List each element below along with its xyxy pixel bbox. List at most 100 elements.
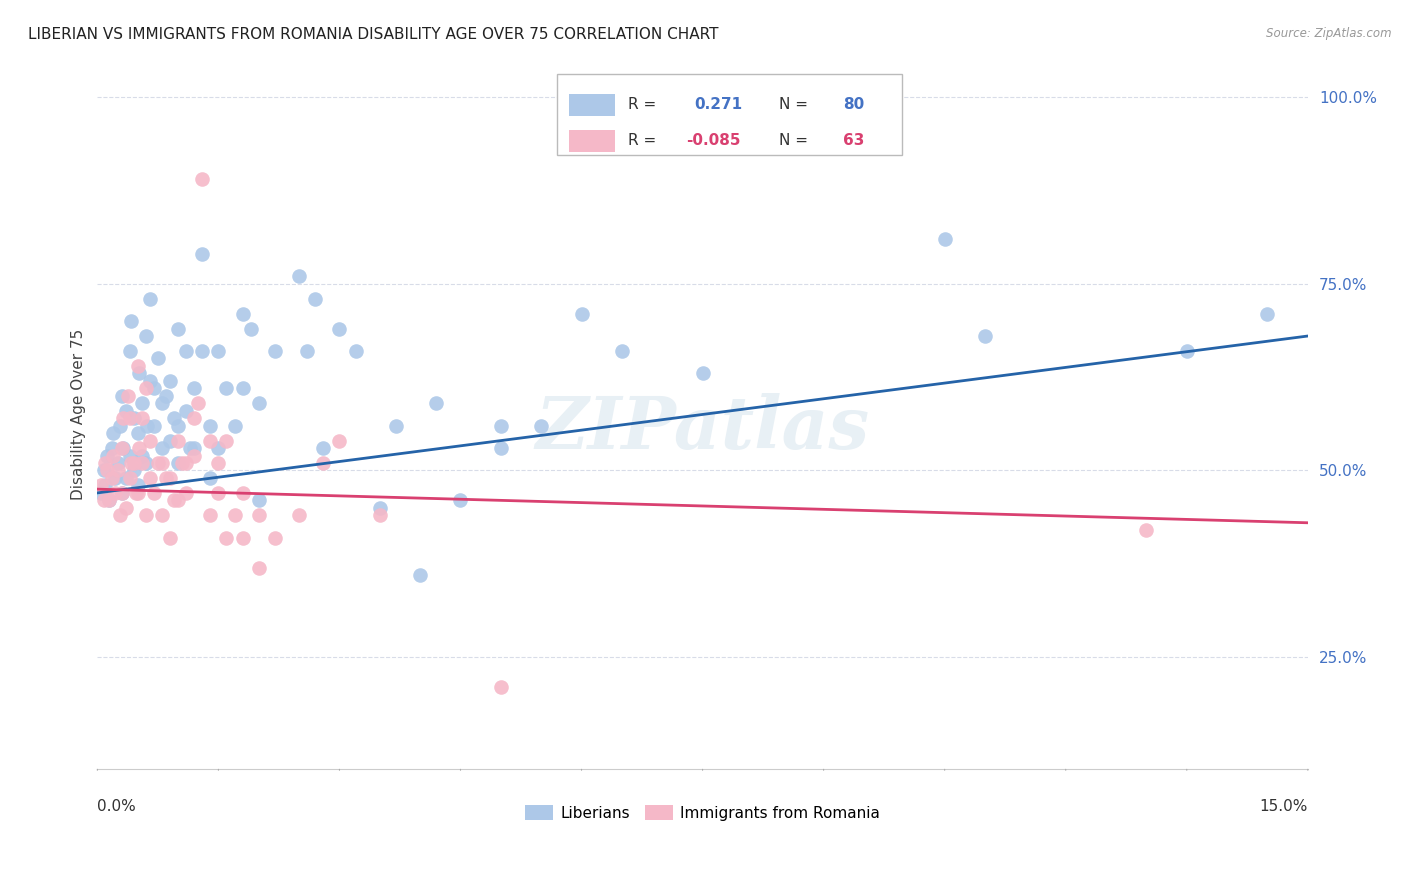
Point: [150, 456, 173, 470]
Point: [128, 367, 150, 381]
Point: [139, 292, 162, 306]
Point: [135, 456, 157, 470]
Point: [110, 486, 132, 500]
Point: [207, 456, 229, 470]
Point: [610, 343, 633, 358]
Point: [128, 441, 150, 455]
Point: [146, 351, 169, 366]
Point: [385, 418, 408, 433]
Point: [142, 381, 165, 395]
Text: R =: R =: [627, 133, 655, 148]
Point: [159, 434, 181, 448]
Point: [94, 478, 117, 492]
Point: [207, 441, 229, 455]
Point: [409, 568, 432, 582]
Point: [110, 441, 132, 455]
Point: [215, 381, 238, 395]
Point: [207, 486, 229, 500]
Point: [530, 418, 553, 433]
Point: [247, 560, 270, 574]
Point: [122, 456, 145, 470]
Point: [127, 478, 149, 492]
Point: [127, 426, 149, 441]
Point: [172, 456, 194, 470]
Point: [239, 321, 262, 335]
Text: R =: R =: [627, 97, 655, 112]
Point: [191, 247, 214, 261]
Point: [93, 493, 115, 508]
Text: 0.0%: 0.0%: [97, 799, 136, 814]
Point: [118, 449, 141, 463]
Point: [200, 434, 222, 448]
Point: [136, 418, 159, 433]
Text: -0.085: -0.085: [686, 133, 740, 148]
Text: 80: 80: [844, 97, 865, 112]
Point: [135, 381, 157, 395]
Point: [131, 456, 153, 470]
Point: [200, 418, 222, 433]
Point: [163, 493, 186, 508]
Point: [247, 508, 270, 523]
Point: [295, 343, 318, 358]
Point: [108, 418, 131, 433]
Point: [120, 456, 142, 470]
Point: [328, 321, 350, 335]
Y-axis label: Disability Age Over 75: Disability Age Over 75: [72, 329, 86, 500]
Point: [142, 486, 165, 500]
Point: [215, 434, 238, 448]
Point: [450, 493, 472, 508]
Point: [94, 456, 117, 470]
Point: [489, 441, 512, 455]
Point: [489, 418, 512, 433]
Point: [224, 508, 246, 523]
Point: [571, 307, 593, 321]
Point: [107, 456, 129, 470]
Point: [103, 426, 125, 441]
Point: [127, 486, 149, 500]
Point: [125, 486, 148, 500]
Point: [98, 493, 121, 508]
Bar: [557, 74, 903, 155]
Point: [120, 314, 142, 328]
Point: [96, 463, 118, 477]
Point: [104, 471, 127, 485]
Point: [112, 411, 135, 425]
Point: [489, 680, 512, 694]
Point: [264, 343, 287, 358]
Point: [264, 531, 287, 545]
Point: [122, 411, 145, 425]
Point: [232, 531, 254, 545]
Point: [174, 456, 197, 470]
Point: [114, 403, 136, 417]
Point: [122, 463, 145, 477]
Point: [167, 493, 190, 508]
Point: [159, 374, 181, 388]
Point: [183, 381, 205, 395]
Point: [187, 396, 209, 410]
Point: [142, 418, 165, 433]
Point: [103, 449, 125, 463]
Point: [328, 434, 350, 448]
Text: 15.0%: 15.0%: [1260, 799, 1308, 814]
Point: [117, 389, 139, 403]
Point: [150, 396, 173, 410]
Point: [135, 508, 157, 523]
Point: [163, 411, 186, 425]
Point: [131, 449, 153, 463]
Point: [1175, 343, 1198, 358]
Point: [167, 456, 190, 470]
Point: [118, 471, 141, 485]
Point: [288, 269, 311, 284]
Point: [110, 389, 132, 403]
Point: [200, 471, 222, 485]
Point: [118, 343, 141, 358]
Point: [183, 441, 205, 455]
Point: [974, 329, 997, 343]
Text: N =: N =: [779, 133, 808, 148]
Point: [90, 478, 112, 492]
Point: [155, 471, 177, 485]
Point: [1256, 307, 1278, 321]
Point: [692, 367, 714, 381]
Point: [112, 441, 135, 455]
Point: [98, 493, 121, 508]
